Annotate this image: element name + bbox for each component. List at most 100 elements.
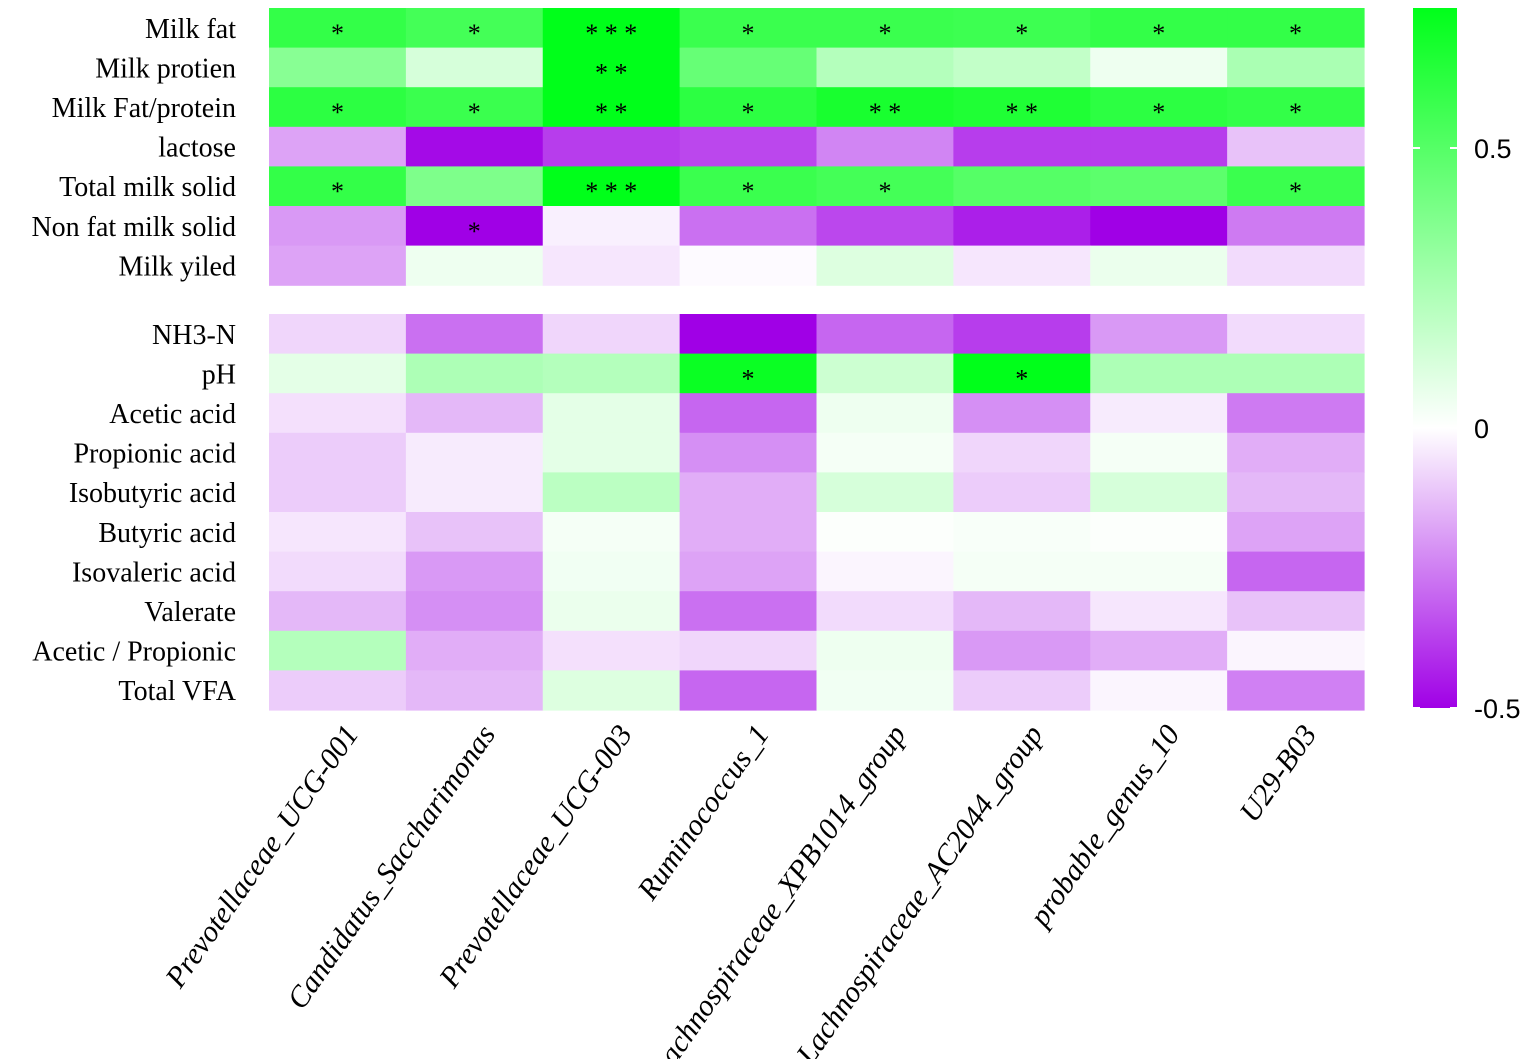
row-label: Milk protien: [95, 53, 236, 84]
heatmap-cell: [405, 670, 544, 711]
color-legend-tick-label: -0.5: [1474, 694, 1521, 724]
row-label: pH: [202, 359, 236, 390]
heatmap-cell: [405, 591, 544, 632]
heatmap-cell: [542, 432, 681, 473]
heatmap-cell: [269, 47, 407, 88]
heatmap-cell: [1090, 47, 1228, 88]
significance-star: *: [742, 177, 755, 206]
significance-star: * *: [595, 58, 628, 87]
significance-star: *: [331, 177, 344, 206]
heatmap-cell: [542, 670, 681, 711]
heatmap-cell: [953, 166, 1091, 207]
heatmap-cell: [1227, 670, 1365, 711]
heatmap-cell: [1227, 432, 1365, 473]
significance-star: * * *: [585, 19, 637, 48]
heatmap-cell: [679, 314, 818, 355]
row-label: Acetic / Propionic: [32, 637, 236, 668]
heatmap-cell: [405, 630, 544, 671]
heatmap-cell: [542, 393, 681, 434]
heatmap-cell: [816, 166, 954, 207]
heatmap-cell: [679, 166, 818, 207]
heatmap-cell: [405, 47, 544, 88]
heatmap-cell: [1227, 551, 1365, 592]
column-label: U29-B03: [1233, 719, 1323, 828]
heatmap-cell: [1090, 166, 1228, 207]
row-label: Isovaleric acid: [72, 557, 236, 588]
heatmap-cell: [679, 206, 818, 247]
significance-star: *: [742, 364, 755, 393]
heatmap-cell: [542, 472, 681, 513]
heatmap-cell: [953, 393, 1091, 434]
heatmap-cell: [405, 206, 544, 247]
heatmap-cell: [405, 245, 544, 286]
heatmap-cell: [405, 512, 544, 553]
heatmap-cell: [1090, 353, 1228, 394]
heatmap-cell: [953, 551, 1091, 592]
significance-star: *: [1289, 19, 1302, 48]
heatmap-cell: [269, 87, 407, 128]
heatmap-cell: [953, 87, 1091, 128]
heatmap-cell: [816, 472, 954, 513]
heatmap-cell: [953, 245, 1091, 286]
heatmap-cell: [679, 472, 818, 513]
significance-star: *: [1015, 19, 1028, 48]
significance-star: * *: [1006, 98, 1039, 127]
heatmap-cell: [816, 87, 954, 128]
heatmap-cell: [1227, 206, 1365, 247]
heatmap-cell: [1090, 472, 1228, 513]
heatmap-cell: [542, 245, 681, 286]
heatmap-cell: [269, 126, 407, 167]
heatmap-cell: [816, 8, 954, 49]
row-label: Propionic acid: [73, 439, 236, 470]
significance-star: *: [468, 98, 481, 127]
significance-star: *: [1015, 364, 1028, 393]
heatmap-cell: [405, 472, 544, 513]
heatmap-cell: [542, 8, 681, 49]
heatmap-cell: [269, 353, 407, 394]
heatmap-cell: [1227, 47, 1365, 88]
heatmap-cell: [405, 87, 544, 128]
heatmap-cell: [405, 432, 544, 473]
heatmap-cell: [953, 314, 1091, 355]
heatmap-cell: [269, 245, 407, 286]
heatmap-cell: [1227, 393, 1365, 434]
heatmap-cell: [1090, 87, 1228, 128]
color-legend: 0.5 0 -0.5: [1413, 8, 1521, 724]
heatmap-cell: [1227, 166, 1365, 207]
significance-star: *: [878, 19, 891, 48]
heatmap-cell: [816, 126, 954, 167]
column-label: Lachnospiraceae_XPB1014_group: [643, 719, 913, 1059]
heatmap-cell: [542, 126, 681, 167]
heatmap-cell: [816, 206, 954, 247]
heatmap-cell: [679, 8, 818, 49]
heatmap-cell: [269, 166, 407, 207]
significance-star: *: [878, 177, 891, 206]
heatmap-cell: [269, 670, 407, 711]
row-label: Butyric acid: [98, 518, 236, 549]
significance-star: *: [1152, 98, 1165, 127]
heatmap-cell: [1227, 512, 1365, 553]
significance-star: *: [468, 19, 481, 48]
heatmap-cell: [1090, 314, 1228, 355]
heatmap-cell: [405, 551, 544, 592]
heatmap-cell: [1227, 87, 1365, 128]
heatmap-cell: [405, 314, 544, 355]
heatmap-cell: [542, 630, 681, 671]
heatmap-cell: [405, 8, 544, 49]
heatmap-cell: [1090, 512, 1228, 553]
heatmap-cell: [1227, 472, 1365, 513]
heatmap-cell: [1090, 630, 1228, 671]
row-label: lactose: [158, 133, 236, 164]
row-label: Total milk solid: [59, 172, 236, 203]
row-labels: Milk fat Milk protien Milk Fat/protein lact…: [31, 14, 236, 707]
heatmap-cell: [1090, 126, 1228, 167]
heatmap-cell: [679, 87, 818, 128]
row-label: Non fat milk solid: [31, 212, 236, 243]
heatmap-cell: [405, 393, 544, 434]
heatmap-cell: [816, 630, 954, 671]
heatmap-cell: [269, 393, 407, 434]
heatmap-cell: [816, 393, 954, 434]
heatmap-cell: [679, 670, 818, 711]
color-legend-tick-label: 0: [1474, 414, 1489, 444]
